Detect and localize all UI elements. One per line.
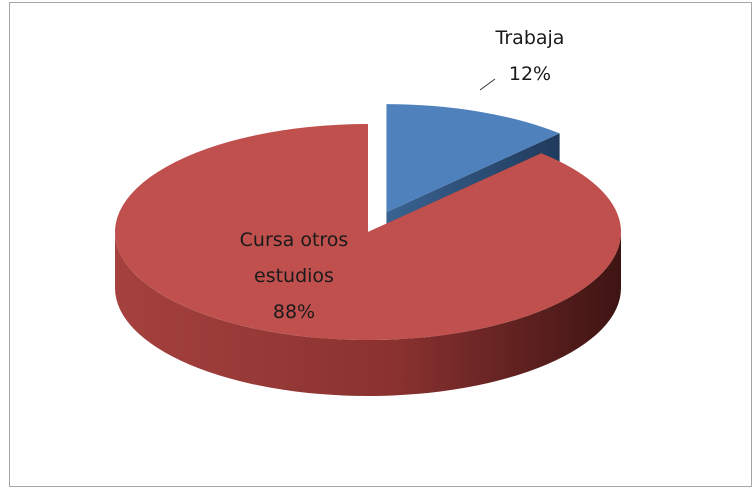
slice-label: Cursa otros estudios 88% bbox=[219, 222, 369, 330]
slice bbox=[115, 124, 622, 340]
value-label: 88% bbox=[272, 301, 316, 323]
chart-frame bbox=[9, 2, 752, 487]
category-label: Cursa otros estudios bbox=[239, 229, 349, 287]
value-label: 12% bbox=[508, 63, 552, 85]
category-label: Trabaja bbox=[495, 27, 565, 49]
slice bbox=[386, 104, 560, 213]
slice-label: Trabaja 12% bbox=[470, 20, 590, 92]
slice-side bbox=[115, 232, 621, 396]
leader-line bbox=[479, 78, 496, 91]
